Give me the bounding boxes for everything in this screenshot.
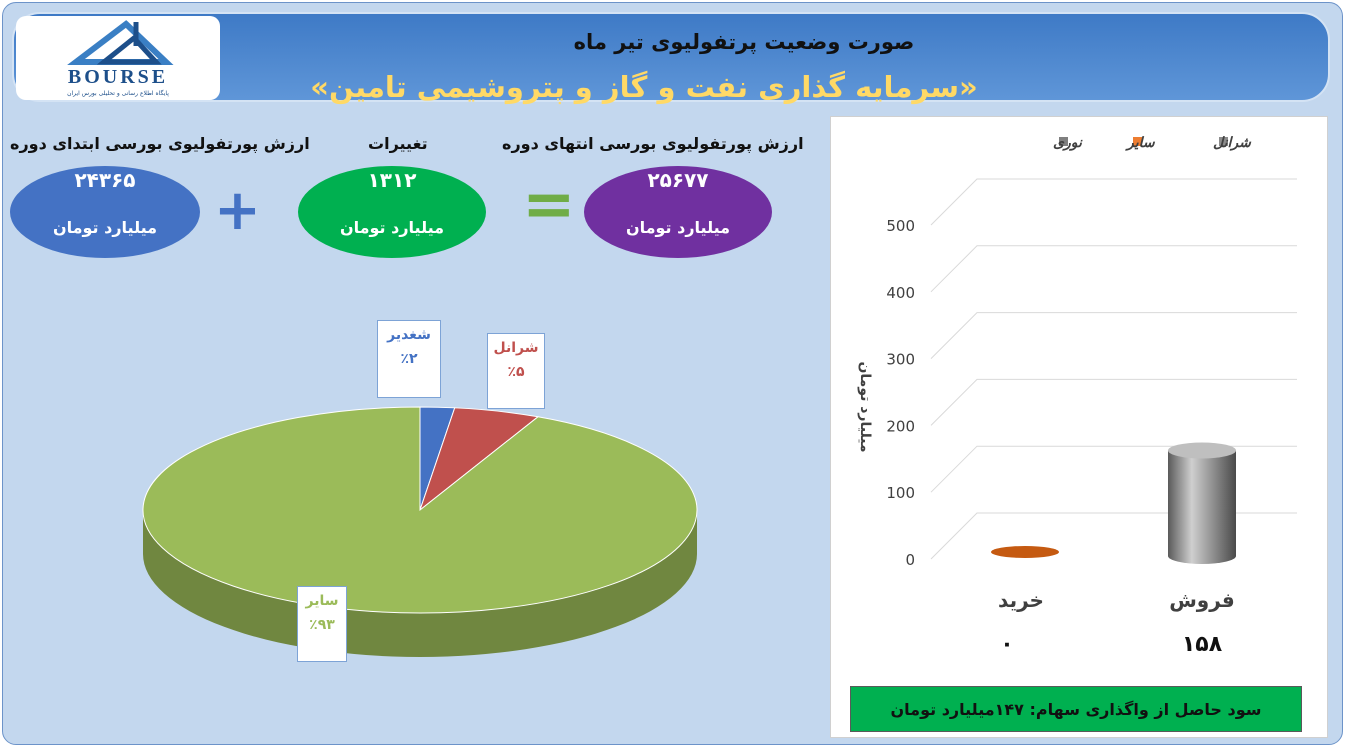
transactions-panel: شرانل سایر نوری 0 100 200 300 400 500 میلیارد توم… <box>830 116 1328 738</box>
transactions-bar-chart: شرانل سایر نوری 0 100 200 300 400 500 میلیارد توم… <box>857 135 1297 657</box>
pie-label-percent: ٪۹۳ <box>309 617 335 633</box>
y-axis-title: میلیارد تومان <box>857 361 873 452</box>
change-value-unit: میلیارد تومان <box>339 218 445 237</box>
start-value-unit: میلیارد تومان <box>52 218 158 237</box>
legend-label: سایر <box>1125 135 1156 151</box>
portfolio-pie-chart <box>142 406 698 657</box>
y-tick-label: 300 <box>886 351 915 369</box>
y-tick-label: 200 <box>886 417 915 435</box>
gridline <box>930 512 1297 560</box>
pie-label-sayer: سایر ٪۹۳ <box>297 586 347 662</box>
bourse-logo: BOURSE پایگاه اطلاع رسانی و تحلیلی بورس … <box>16 16 220 100</box>
plus-sign: + <box>214 178 261 243</box>
pie-label-name: سایر <box>305 593 339 609</box>
column-bar <box>1168 450 1236 564</box>
header-banner: صورت وضعیت پرتفولیوی تیر ماه «سرمایه گذا… <box>12 12 1330 104</box>
logo-wordmark: BOURSE <box>67 66 169 88</box>
page-subtitle: «سرمایه گذاری نفت و گاز و پتروشیمی تامین… <box>310 70 978 104</box>
pie-label-name: شغدیر <box>387 327 431 343</box>
pie-label-sharanel: شرانل ٪۵ <box>487 333 545 409</box>
change-label: تغییرات <box>368 134 428 153</box>
end-value-label: ارزش پورتفولیوی بورسی انتهای دوره <box>502 134 804 153</box>
change-value-oval: ۱۳۱۲ میلیارد تومان <box>298 166 486 258</box>
end-value-unit: میلیارد تومان <box>625 218 731 237</box>
change-value: ۱۳۱۲ <box>367 168 417 192</box>
gridline <box>930 312 1297 359</box>
pie-slice <box>142 406 698 614</box>
start-value-label: ارزش پورتفولیوی بورسی ابتدای دوره <box>10 134 310 153</box>
page-title: صورت وضعیت پرتفولیوی تیر ماه <box>573 30 915 54</box>
legend-label: شرانل <box>1213 135 1252 151</box>
legend-swatch <box>1219 137 1228 146</box>
pie-label-name: شرانل <box>493 340 539 356</box>
logo-mark-icon <box>67 20 174 65</box>
legend-swatch <box>1133 137 1142 146</box>
gridline <box>930 245 1297 293</box>
end-value: ۲۵۶۷۷ <box>647 168 709 192</box>
column-value-label: ۱۵۸ <box>1182 632 1223 657</box>
y-tick-label: 0 <box>905 551 915 569</box>
equals-sign: = <box>522 168 576 242</box>
gridline <box>930 378 1297 426</box>
start-value-oval: ۲۴۳۶۵ میلیارد تومان <box>10 166 200 258</box>
legend-label: نوری <box>1053 135 1083 151</box>
legend-swatch <box>1059 137 1068 146</box>
end-value-oval: ۲۵۶۷۷ میلیارد تومان <box>584 166 772 258</box>
start-value: ۲۴۳۶۵ <box>74 168 136 192</box>
x-category-label: فروش <box>1169 588 1235 612</box>
y-tick-label: 500 <box>886 217 915 235</box>
y-tick-label: 400 <box>886 284 915 302</box>
pie-side-wall <box>143 510 697 657</box>
pie-label-shoghdir: شغدیر ٪۲ <box>377 320 441 398</box>
gridline <box>930 178 1297 226</box>
pie-label-percent: ٪۵ <box>507 364 525 380</box>
y-tick-label: 100 <box>886 484 915 502</box>
column-bar <box>991 546 1059 558</box>
logo-tagline: پایگاه اطلاع رسانی و تحلیلی بورس ایران <box>67 90 169 97</box>
gridline <box>930 445 1297 493</box>
column-bar-top <box>1168 442 1236 459</box>
pie-label-percent: ٪۲ <box>400 351 418 367</box>
column-value-label: ۰ <box>1000 632 1013 657</box>
profit-summary-box: سود حاصل از واگذاری سهام: ۱۴۷میلیارد توم… <box>850 686 1302 732</box>
x-category-label: خرید <box>998 588 1044 612</box>
